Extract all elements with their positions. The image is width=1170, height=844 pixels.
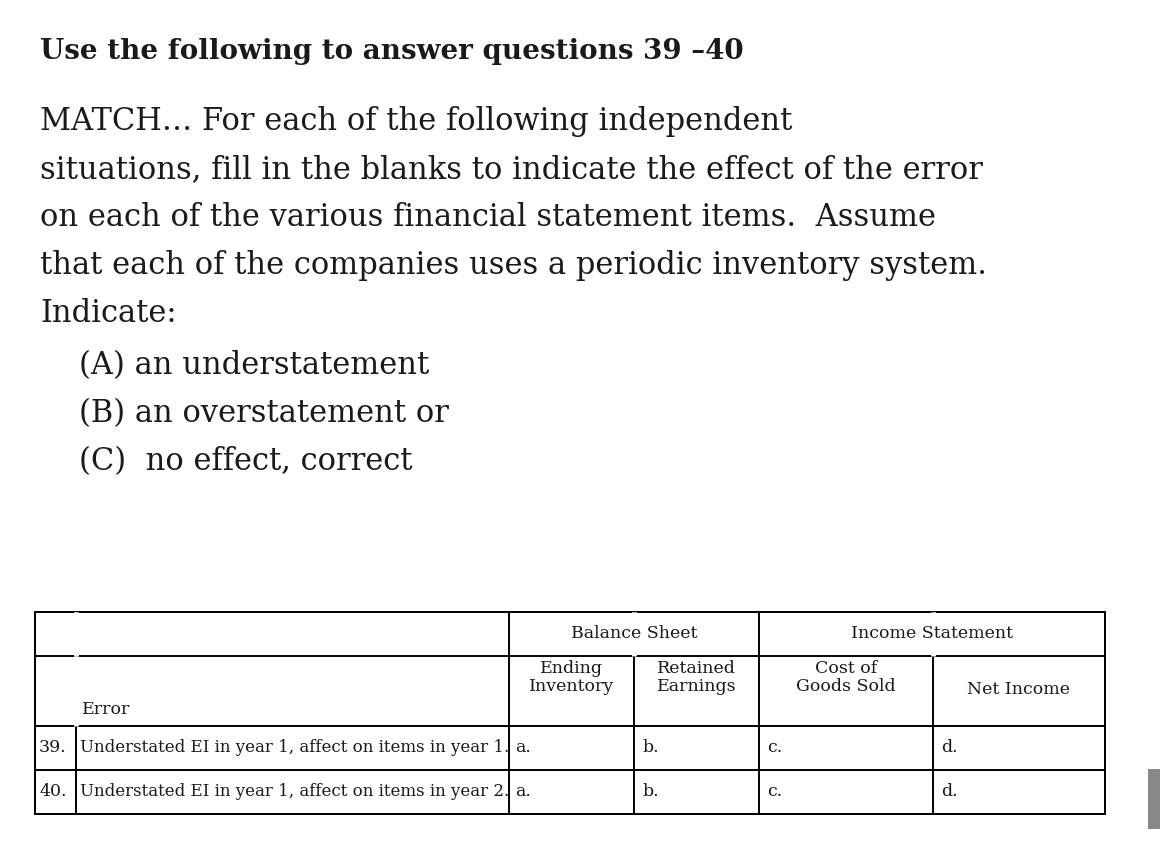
Text: 39.: 39. <box>39 739 67 756</box>
Text: 40.: 40. <box>39 783 67 800</box>
Text: on each of the various financial statement items.  Assume: on each of the various financial stateme… <box>40 202 936 233</box>
Text: Cost of: Cost of <box>815 660 878 677</box>
Text: c.: c. <box>768 783 783 800</box>
Text: Income Statement: Income Statement <box>852 625 1013 642</box>
Text: Understated EI in year 1, affect on items in year 2.: Understated EI in year 1, affect on item… <box>80 783 509 800</box>
Text: b.: b. <box>642 783 659 800</box>
Text: a.: a. <box>515 739 531 756</box>
Text: d.: d. <box>941 783 957 800</box>
Text: Net Income: Net Income <box>968 680 1071 697</box>
Text: Understated EI in year 1, affect on items in year 1.: Understated EI in year 1, affect on item… <box>80 739 509 756</box>
Text: Retained: Retained <box>658 660 736 677</box>
Text: Inventory: Inventory <box>529 678 614 695</box>
Text: c.: c. <box>768 739 783 756</box>
Text: that each of the companies uses a periodic inventory system.: that each of the companies uses a period… <box>40 250 987 281</box>
Text: MATCH… For each of the following independent: MATCH… For each of the following indepen… <box>40 106 792 137</box>
Text: (C)  no effect, correct: (C) no effect, correct <box>40 446 413 477</box>
Text: Earnings: Earnings <box>658 678 737 695</box>
Bar <box>35 612 1104 814</box>
Text: (B) an overstatement or: (B) an overstatement or <box>40 398 449 429</box>
Text: Ending: Ending <box>541 660 603 677</box>
Text: Use the following to answer questions 39 –40: Use the following to answer questions 39… <box>40 38 744 65</box>
Text: Goods Sold: Goods Sold <box>797 678 896 695</box>
Text: Indicate:: Indicate: <box>40 298 177 329</box>
Bar <box>35 612 1104 814</box>
Bar <box>35 612 1104 814</box>
Text: d.: d. <box>941 739 957 756</box>
Bar <box>1148 769 1159 829</box>
Text: Error: Error <box>82 701 130 718</box>
Text: situations, fill in the blanks to indicate the effect of the error: situations, fill in the blanks to indica… <box>40 154 983 185</box>
Text: Balance Sheet: Balance Sheet <box>571 625 697 642</box>
Text: a.: a. <box>515 783 531 800</box>
Text: b.: b. <box>642 739 659 756</box>
Text: (A) an understatement: (A) an understatement <box>40 350 429 381</box>
